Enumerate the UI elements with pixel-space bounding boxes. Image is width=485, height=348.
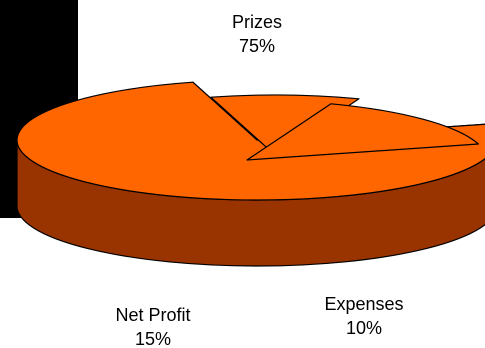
slice-label-net-profit: Net Profit <box>115 305 190 325</box>
pie-slice-prizes <box>16 81 485 201</box>
pie-labels: Prizes 75% Expenses 10% Net Profit 15% <box>115 12 403 348</box>
pie-slice-net-profit <box>246 103 479 161</box>
slice-value-net-profit: 15% <box>135 329 171 348</box>
slice-label-expenses: Expenses <box>324 294 403 314</box>
slice-label-prizes: Prizes <box>232 12 282 32</box>
slice-value-prizes: 75% <box>239 36 275 56</box>
pie-tops <box>16 81 485 201</box>
slice-value-expenses: 10% <box>346 318 382 338</box>
